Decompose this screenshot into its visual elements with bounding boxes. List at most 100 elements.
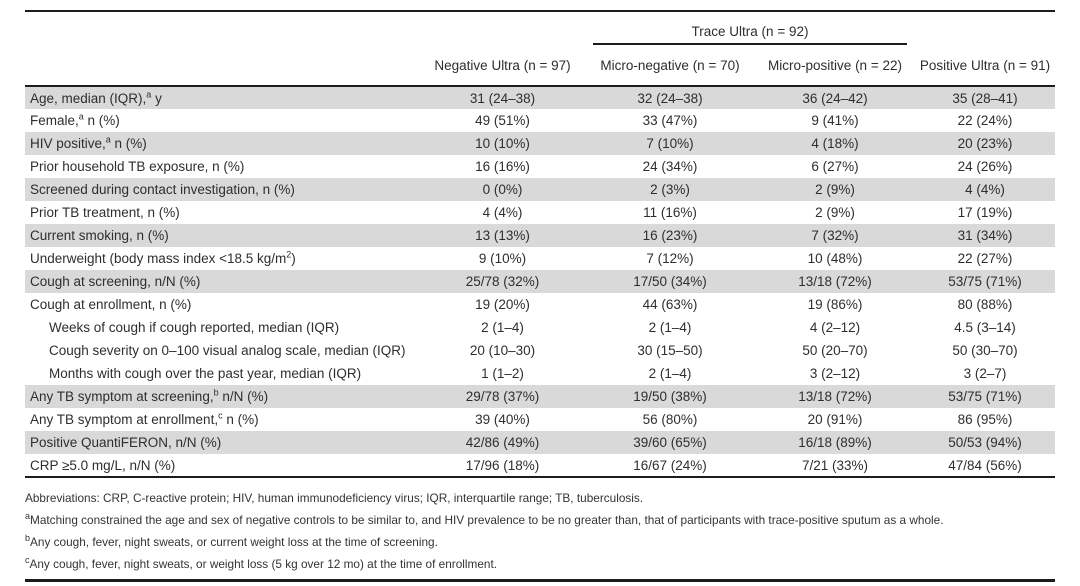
cell-value: 16 (16%) [475,159,530,174]
cell-value: 3 (2–7) [963,366,1007,381]
cell-value: 16 (23%) [642,228,698,243]
table-row: Prior TB treatment, n (%) 4 (4%) 11 (16%) 2… [25,201,1055,224]
table-row: Positive QuantiFERON, n/N (%) 42/86 (49%)… [25,431,1056,454]
bottom-rule [25,579,1055,582]
cell-value: 47/84 (56%) [948,457,1022,473]
cell-value: 50/53 (94%) [948,435,1022,450]
cell-value: 24 (34%) [642,159,698,174]
footnote: Abbreviations: CRP, C-reactive protein; … [25,491,644,505]
group-header-cell: Trace Ultra (n = 92) [585,11,915,45]
row-label: Months with cough over the past year, me… [49,366,362,381]
cell-value: 7 (32%) [811,228,859,243]
cell-value: 56 (80%) [642,412,698,427]
cell-value: 44 (63%) [642,297,698,312]
row-label: CRP ≥5.0 mg/L, n/N (%) [30,457,176,473]
table-row: HIV positive,a n (%) 10 (10%) 7 (10%) 4 (18… [25,132,1056,155]
cell-value: 36 (24–42) [802,90,868,106]
cell-value: 39 (40%) [475,412,530,427]
column-header-positive-ultra: Positive Ultra (n = 91) [915,45,1056,87]
cell-value: 35 (28–41) [952,90,1018,106]
cell-value: 29/78 (37%) [465,389,540,404]
column-header-empty [25,45,420,87]
row-label: Cough at enrollment, n (%) [30,297,192,312]
table-row: Cough at enrollment, n (%) 19 (20%) 44 (63… [25,293,1055,316]
group-header-spacer [915,11,1055,45]
cell-value: 9 (41%) [811,113,859,128]
cell-value: 50 (30–70) [952,343,1018,358]
row-label: Female,a n (%) [30,111,120,128]
cell-value: 10 (10%) [475,136,530,151]
cell-value: 30 (15–50) [637,343,703,358]
row-label: Cough at screening, n/N (%) [30,274,201,289]
cell-value: 53/75 (71%) [948,389,1022,404]
cell-value: 6 (27%) [811,159,859,174]
cell-value: 42/86 (49%) [465,435,540,450]
cell-value: 13/18 (72%) [798,274,872,289]
footnote: bAny cough, fever, night sweats, or curr… [25,533,438,549]
cell-value: 17/50 (34%) [633,274,707,289]
table-row: Prior household TB exposure, n (%) 16 (16… [25,155,1055,178]
cell-value: 32 (24–38) [637,90,703,106]
footnotes: Abbreviations: CRP, C-reactive protein; … [25,478,1055,575]
cell-value: 33 (47%) [642,113,698,128]
cell-value: 2 (9%) [815,182,855,197]
table-row: Cough at screening, n/N (%) 25/78 (32%) 17… [25,270,1056,293]
cell-value: 2 (1–4) [648,320,692,335]
row-label: Weeks of cough if cough reported, median… [49,320,340,335]
cell-value: 2 (9%) [815,205,855,220]
cell-value: 7 (12%) [646,251,694,266]
row-label: Any TB symptom at enrollment,c n (%) [30,410,259,427]
column-header-row: Negative Ultra (n = 97) Micro-negative (… [25,45,1056,87]
table-row: Cough severity on 0–100 visual analog sc… [25,339,1055,362]
cell-value: 4 (18%) [811,136,859,151]
cell-value: 11 (16%) [643,205,697,220]
table-row: Underweight (body mass index <18.5 kg/m2… [25,247,1055,270]
cell-value: 10 (48%) [807,251,863,266]
row-label: Prior TB treatment, n (%) [30,205,180,220]
row-label: Screened during contact investigation, n… [30,182,295,197]
table-row: Months with cough over the past year, me… [25,362,1055,385]
table-row: Current smoking, n (%) 13 (13%) 16 (23%) 7 … [25,224,1056,247]
cell-value: 4 (4%) [965,182,1005,197]
row-label: Positive QuantiFERON, n/N (%) [30,435,222,450]
cell-value: 4 (2–12) [809,320,861,335]
row-label: Any TB symptom at screening,b n/N (%) [30,387,269,404]
cell-value: 20 (10–30) [469,343,536,358]
footnote: aMatching constrained the age and sex of… [25,511,944,527]
table-row: CRP ≥5.0 mg/L, n/N (%) 17/96 (18%) 16/67 (… [25,454,1055,477]
table-body: Age, median (IQR),a y 31 (24–38) 32 (24–38… [25,86,1056,477]
cell-value: 3 (2–12) [809,366,861,381]
cell-value: 80 (88%) [957,297,1013,312]
cell-value: 16/18 (89%) [798,435,872,450]
cell-value: 24 (26%) [957,159,1013,174]
cell-value: 19 (20%) [475,297,530,312]
group-header-trace-ultra: Trace Ultra (n = 92) [593,24,908,45]
cell-value: 13 (13%) [475,228,530,243]
table-row: Screened during contact investigation, n… [25,178,1056,201]
cell-value: 39/60 (65%) [633,435,707,450]
cell-value: 4.5 (3–14) [954,320,1016,335]
row-label: Age, median (IQR),a y [30,89,162,106]
cell-value: 22 (27%) [957,251,1013,266]
cell-value: 19/50 (38%) [633,389,707,404]
cell-value: 25/78 (32%) [465,274,540,289]
column-header-negative-ultra: Negative Ultra (n = 97) [420,45,585,87]
group-header-spacer [420,11,585,45]
cell-value: 13/18 (72%) [798,389,872,404]
cell-value: 2 (3%) [650,182,690,197]
cell-value: 7/21 (33%) [801,457,869,473]
cell-value: 17/96 (18%) [465,457,540,473]
cell-value: 4 (4%) [482,205,523,220]
table-row: Any TB symptom at screening,b n/N (%) 29/… [25,385,1056,408]
column-header-micro-positive: Micro-positive (n = 22) [755,45,916,87]
group-header-row: Trace Ultra (n = 92) [25,11,1055,45]
row-label: Current smoking, n (%) [30,228,169,243]
row-label: Underweight (body mass index <18.5 kg/m2… [30,249,296,266]
cell-value: 19 (86%) [807,297,863,312]
column-header-micro-negative: Micro-negative (n = 70) [585,45,755,87]
cell-value: 17 (19%) [957,205,1013,220]
cell-value: 2 (1–4) [481,320,524,335]
cell-value: 2 (1–4) [648,366,692,381]
participant-characteristics-table: Trace Ultra (n = 92) Negative Ultra (n =… [25,10,1056,478]
